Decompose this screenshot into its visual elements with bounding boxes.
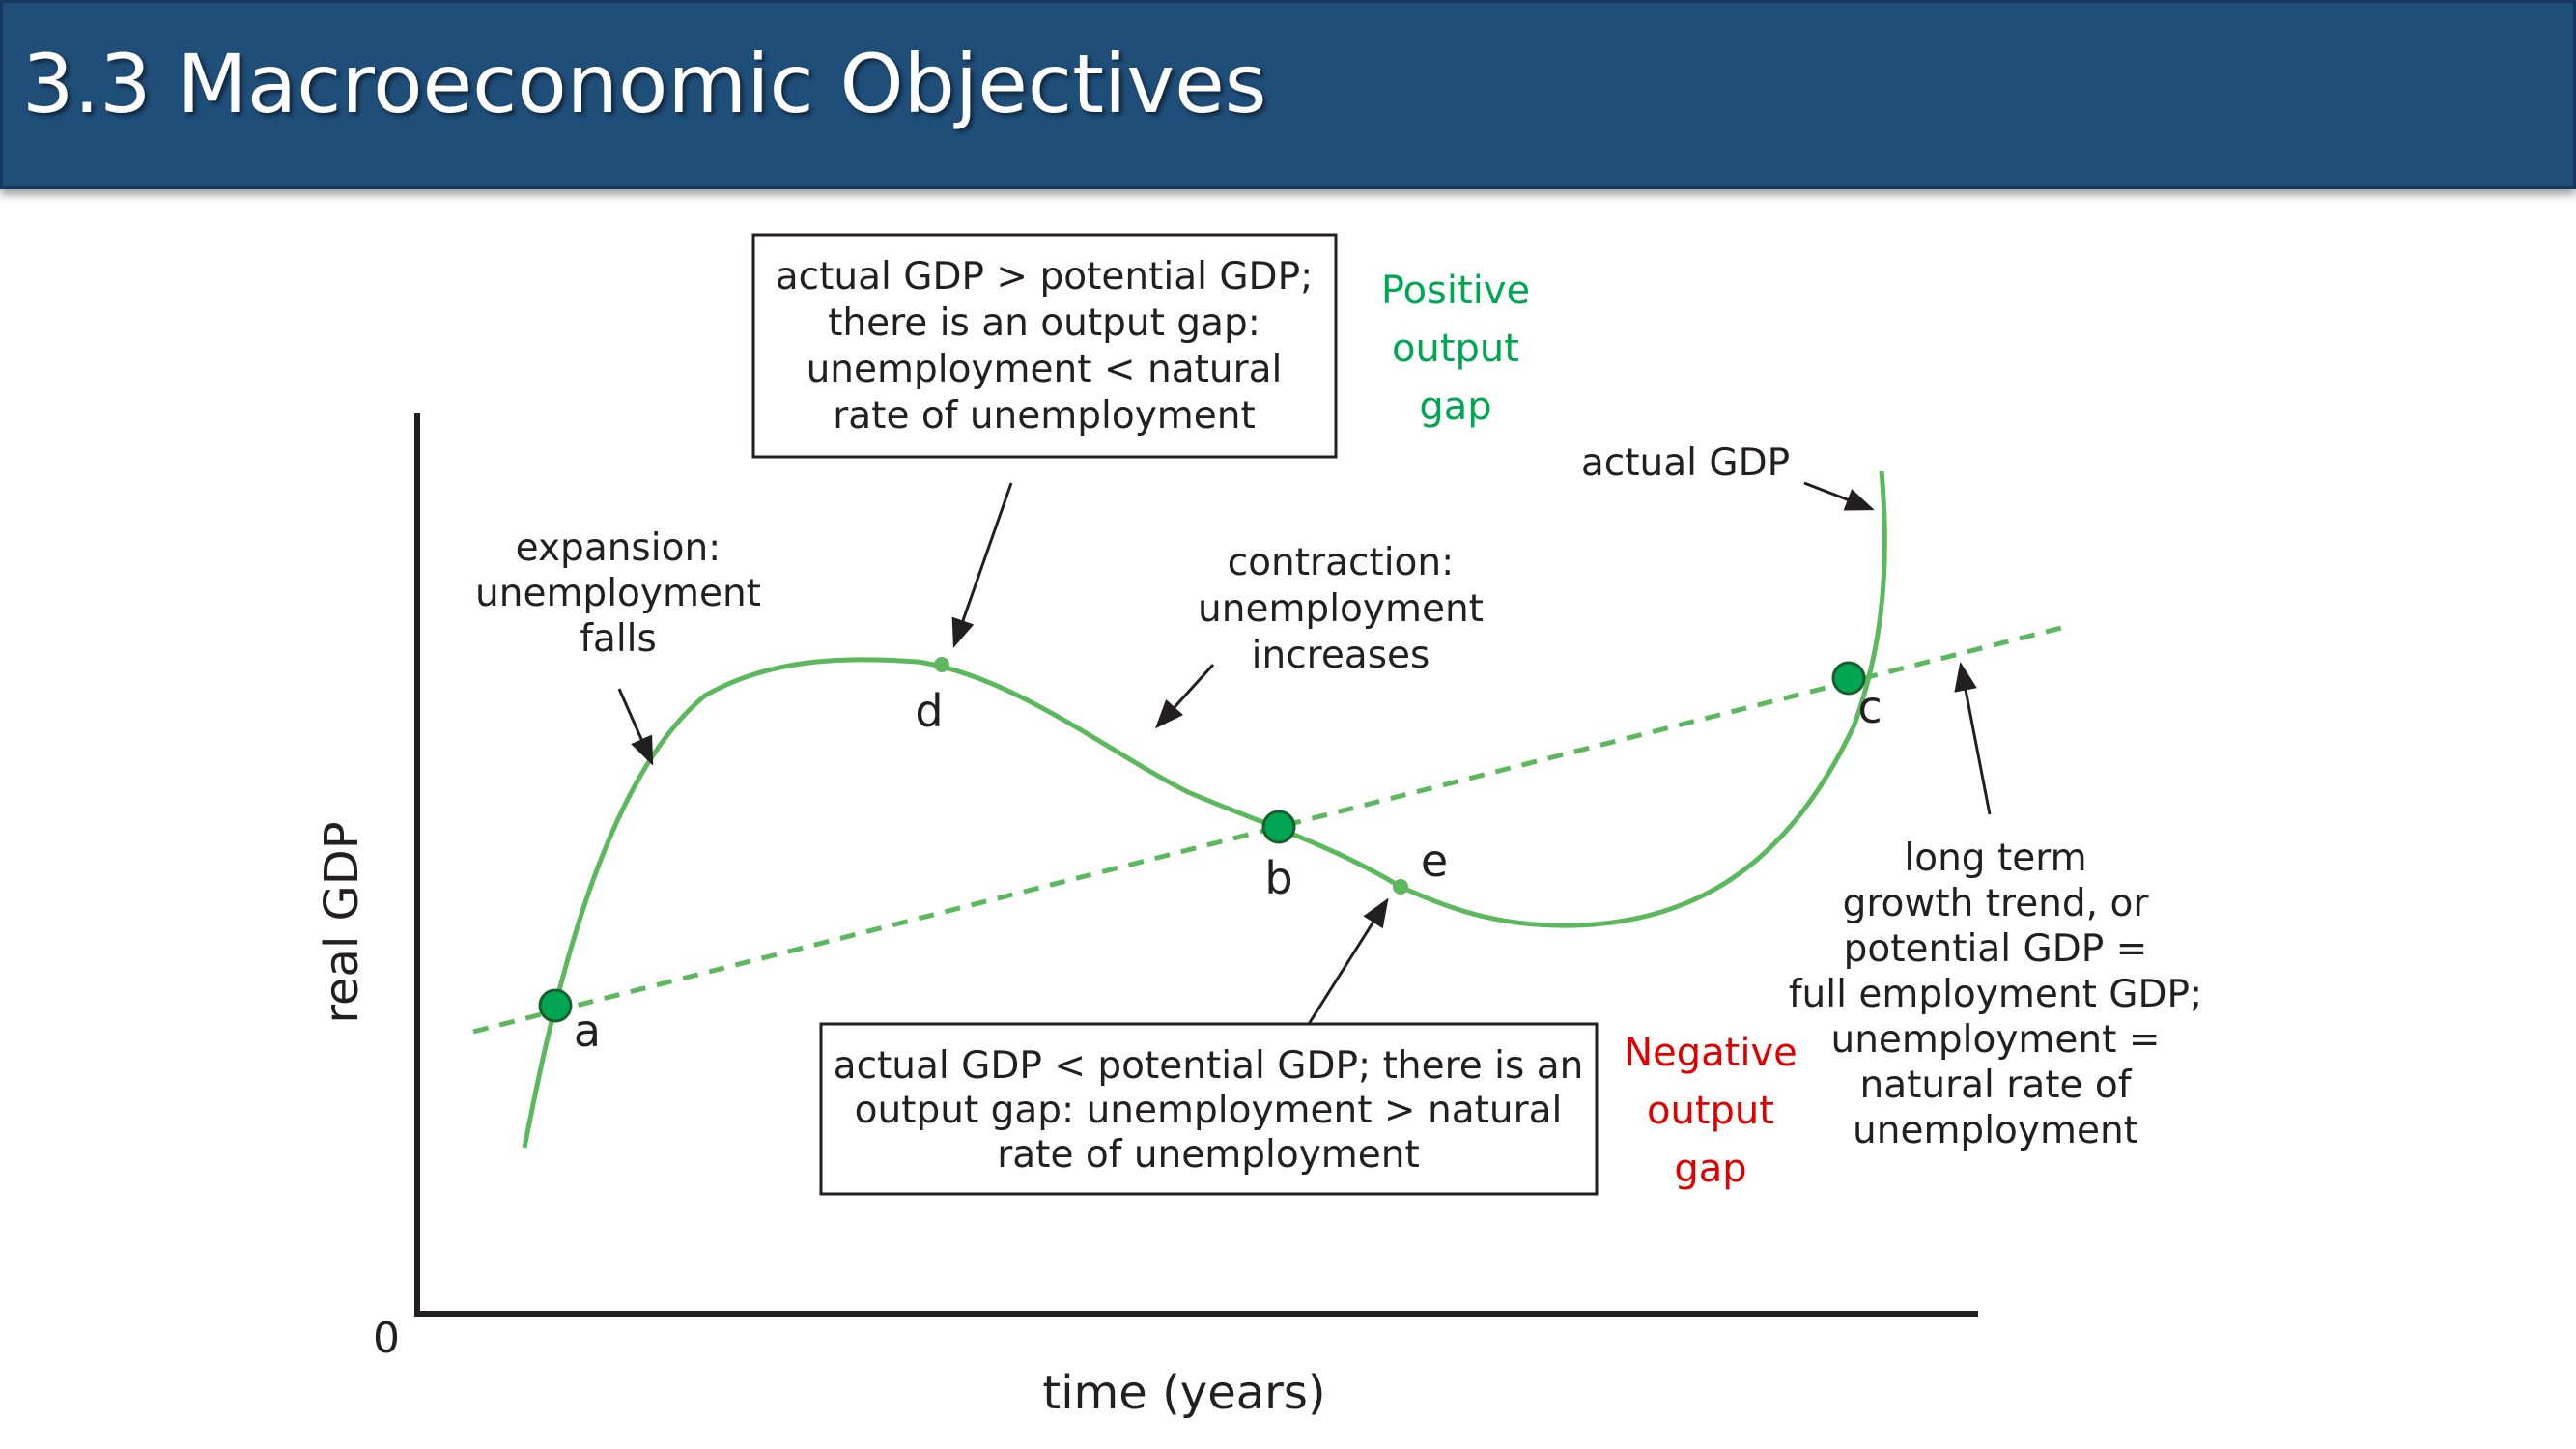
point-a-label: a [574,1005,601,1057]
arrow-actual-gdp [1803,481,1875,511]
trend-label-line-3: potential GDP = [1844,927,2148,971]
expansion-label-line-1: expansion: [516,526,722,570]
actual-gdp-label: actual GDP [1581,441,1790,485]
y-axis-label: real GDP [315,821,369,1023]
slide-title: 3.3 Macroeconomic Objectives [22,37,1267,131]
contraction-label-line-3: increases [1252,634,1430,677]
contraction-label-line-2: unemployment [1198,587,1484,631]
positive-gap-label-line-3: gap [1419,384,1491,429]
positive-gap-label-line-2: output [1392,327,1519,371]
point-b-marker [1261,810,1296,844]
point-c-label: c [1857,681,1882,733]
negative-gap-box-line-1: actual GDP < potential GDP; there is an [834,1044,1584,1088]
arrow-trend [1954,662,1992,815]
positive-gap-box [751,233,1338,459]
title-banner: 3.3 Macroeconomic Objectives [0,0,2576,189]
trend-label-line-2: growth trend, or [1843,882,2150,925]
expansion-label-line-2: unemployment [475,572,761,615]
point-c-marker [1831,661,1866,696]
actual-gdp-curve [522,470,1887,1149]
point-b-label: b [1264,852,1292,904]
contraction-label-line-1: contraction: [1228,541,1455,584]
negative-gap-label-line-3: gap [1674,1147,1746,1191]
negative-gap-box [819,1022,1599,1196]
arrow-to-point-d [951,482,1013,648]
trend-label-line-7: unemployment [1853,1109,2138,1152]
negative-gap-label-line-1: Negative [1624,1031,1798,1075]
expansion-label-line-3: falls [580,617,657,661]
trend-label-line-6: natural rate of [1860,1064,2133,1107]
point-a-marker [538,988,573,1023]
trend-label-line-1: long term [1904,837,2086,880]
point-d-marker [934,657,949,672]
positive-gap-box-line-1: actual GDP > potential GDP; [776,255,1314,298]
arrow-to-point-e [1307,897,1389,1025]
trend-label-line-5: unemployment = [1830,1018,2160,1062]
point-e-label: e [1421,835,1448,887]
negative-gap-label-line-2: output [1647,1089,1774,1133]
negative-gap-box-line-2: output gap: unemployment > natural [855,1089,1563,1132]
trend-label-line-4: full employment GDP; [1789,973,2202,1016]
origin-label: 0 [373,1314,400,1363]
positive-gap-box-line-2: there is an output gap: [828,301,1260,345]
point-e-marker [1393,879,1408,895]
positive-gap-label-line-1: Positive [1381,269,1530,313]
arrow-expansion [617,688,654,766]
positive-gap-box-line-4: rate of unemployment [833,394,1256,438]
positive-gap-box-line-3: unemployment < natural [807,348,1283,391]
arrow-contraction [1154,663,1215,729]
point-d-label: d [915,685,943,737]
negative-gap-box-line-3: rate of unemployment [997,1133,1420,1177]
x-axis-label: time (years) [1042,1366,1325,1420]
